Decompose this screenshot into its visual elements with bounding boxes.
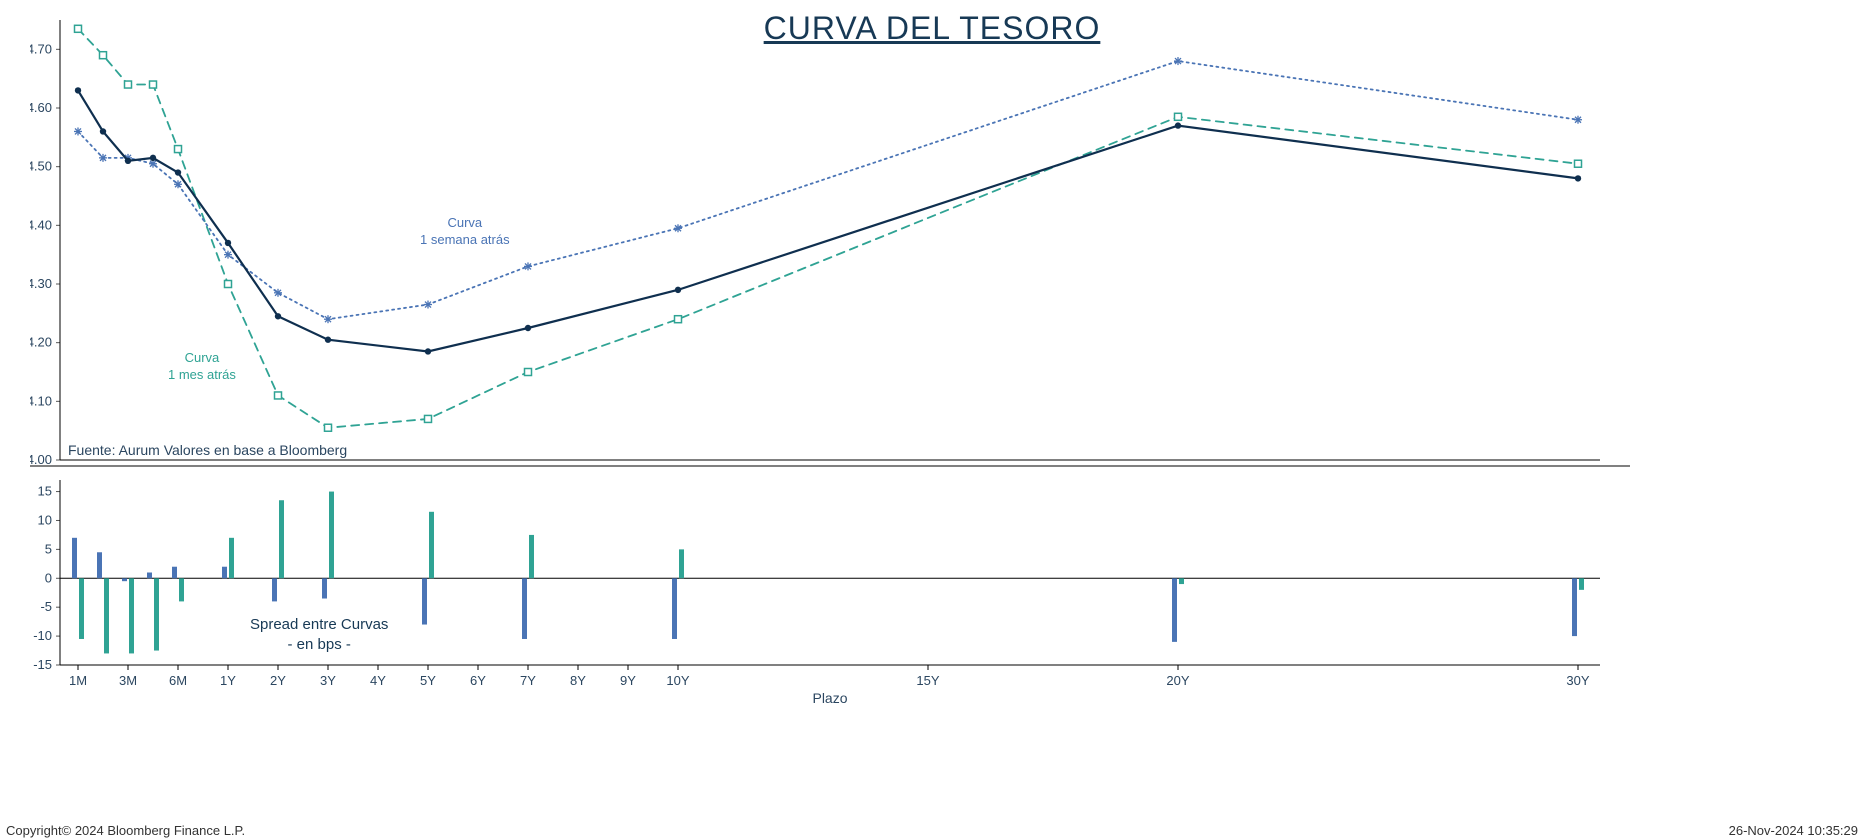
annotation-one-week: Curva 1 semana atrás [420,215,510,249]
svg-text:4.70: 4.70 [30,41,52,56]
svg-text:30Y: 30Y [1566,673,1589,688]
svg-text:-5: -5 [40,599,52,614]
annotation-spread: Spread entre Curvas - en bps - [250,615,388,654]
svg-text:5Y: 5Y [420,673,436,688]
svg-text:15: 15 [38,484,52,499]
svg-text:5: 5 [45,541,52,556]
svg-text:-10: -10 [33,628,52,643]
footer-left: Copyright© 2024 Bloomberg Finance L.P. [6,823,245,838]
svg-text:4.20: 4.20 [30,335,52,350]
annotation-spread-line2: - en bps - [288,636,351,653]
svg-text:15Y: 15Y [916,673,939,688]
annotation-one-week-line2: 1 semana atrás [420,232,510,247]
svg-text:10Y: 10Y [666,673,689,688]
svg-text:4.30: 4.30 [30,276,52,291]
svg-text:2Y: 2Y [270,673,286,688]
svg-text:6M: 6M [169,673,187,688]
chart-svg: 4.00 4.10 4.20 4.30 4.40 4.50 4.60 4.70 -15 -10 -5… [30,0,1630,800]
svg-text:4.40: 4.40 [30,217,52,232]
svg-text:4.00: 4.00 [30,452,52,467]
svg-text:3M: 3M [119,673,137,688]
svg-text:0: 0 [45,570,52,585]
annotation-spread-line1: Spread entre Curvas [250,616,388,633]
svg-text:10: 10 [38,512,52,527]
svg-text:3Y: 3Y [320,673,336,688]
svg-text:-15: -15 [33,657,52,672]
source-label: Fuente: Aurum Valores en base a Bloomber… [68,442,347,458]
svg-text:9Y: 9Y [620,673,636,688]
svg-text:1Y: 1Y [220,673,236,688]
annotation-one-month: Curva 1 mes atrás [168,350,236,384]
annotation-one-month-line2: 1 mes atrás [168,367,236,382]
footer-right: 26-Nov-2024 10:35:29 [1729,823,1858,838]
svg-text:20Y: 20Y [1166,673,1189,688]
svg-text:6Y: 6Y [470,673,486,688]
svg-text:4.60: 4.60 [30,100,52,115]
svg-text:8Y: 8Y [570,673,586,688]
svg-text:1M: 1M [69,673,87,688]
svg-text:4.50: 4.50 [30,159,52,174]
annotation-one-month-line1: Curva [185,350,220,365]
annotation-one-week-line1: Curva [447,215,482,230]
svg-text:4Y: 4Y [370,673,386,688]
svg-text:Plazo: Plazo [812,690,847,706]
svg-text:4.10: 4.10 [30,393,52,408]
svg-text:7Y: 7Y [520,673,536,688]
